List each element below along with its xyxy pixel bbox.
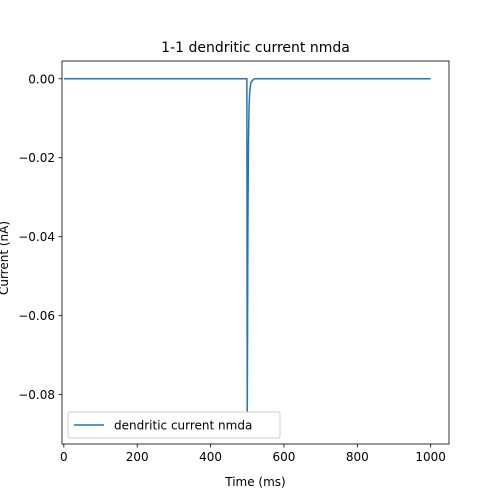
y-tick-label: −0.02: [18, 151, 55, 165]
legend: dendritic current nmda: [68, 412, 280, 438]
plot-area: 0 200 400 600 800 1000 0.00 −0.02 −0.04 −0.06 −0.0…: [18, 61, 449, 464]
legend-label: dendritic current nmda: [114, 419, 252, 433]
x-tick-label: 0: [60, 450, 68, 464]
x-axis-label: Time (ms): [224, 475, 286, 489]
x-tick-label: 200: [126, 450, 149, 464]
plot-frame: [62, 61, 449, 444]
x-tick-label: 1000: [415, 450, 446, 464]
y-tick-label: −0.08: [18, 388, 55, 402]
x-tick-label: 800: [346, 450, 369, 464]
x-tick-label: 600: [272, 450, 295, 464]
chart-title: 1-1 dendritic current nmda: [161, 40, 350, 56]
series-line-0: [64, 79, 431, 413]
y-tick-label: −0.06: [18, 309, 55, 323]
y-tick-label: −0.04: [18, 230, 55, 244]
y-tick-label: 0.00: [28, 72, 55, 86]
y-axis-label: Current (nA): [0, 221, 11, 295]
x-tick-label: 400: [199, 450, 222, 464]
